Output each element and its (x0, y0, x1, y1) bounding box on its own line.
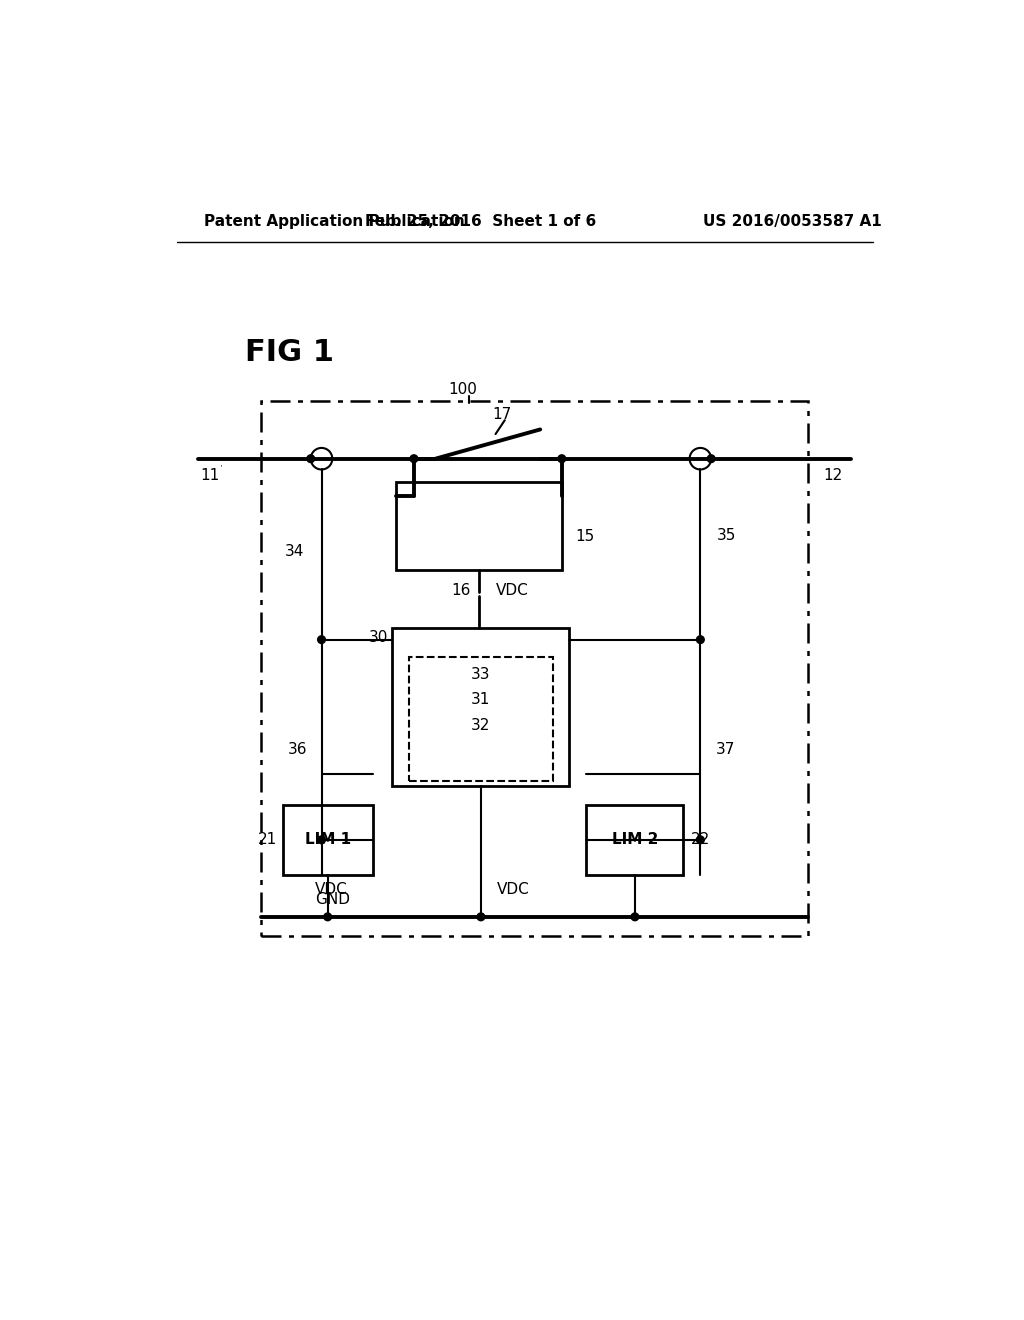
Circle shape (307, 455, 314, 462)
Text: 100: 100 (449, 381, 477, 397)
Text: FIG 1: FIG 1 (245, 338, 334, 367)
Text: 22: 22 (691, 833, 711, 847)
Text: VDC: VDC (315, 882, 348, 898)
Text: 31: 31 (471, 692, 490, 708)
Circle shape (631, 913, 639, 921)
Circle shape (708, 455, 715, 462)
Text: 32: 32 (471, 718, 490, 733)
Text: LIM 2: LIM 2 (611, 833, 658, 847)
Text: 34: 34 (286, 544, 304, 558)
Text: 17: 17 (493, 407, 511, 421)
Text: LIM 1: LIM 1 (305, 833, 351, 847)
Circle shape (317, 636, 326, 644)
Text: 36: 36 (288, 742, 307, 758)
Text: 15: 15 (575, 529, 595, 544)
Text: Feb. 25, 2016  Sheet 1 of 6: Feb. 25, 2016 Sheet 1 of 6 (366, 214, 597, 230)
Text: 37: 37 (716, 742, 735, 758)
Circle shape (696, 636, 705, 644)
Circle shape (696, 836, 705, 843)
Text: 33: 33 (471, 667, 490, 682)
Text: 12: 12 (823, 469, 843, 483)
Circle shape (324, 913, 332, 921)
Text: 21: 21 (258, 833, 276, 847)
Text: VDC: VDC (496, 583, 528, 598)
Circle shape (477, 913, 484, 921)
Bar (392, 628, 569, 785)
Bar (587, 805, 683, 875)
Text: 11: 11 (201, 469, 219, 483)
Circle shape (558, 455, 565, 462)
Text: 30: 30 (369, 630, 388, 645)
Text: Patent Application Publication: Patent Application Publication (204, 214, 465, 230)
Text: US 2016/0053587 A1: US 2016/0053587 A1 (703, 214, 882, 230)
Bar (396, 482, 562, 570)
Text: 35: 35 (717, 528, 736, 544)
Circle shape (317, 836, 326, 843)
Bar (261, 401, 808, 936)
Text: GND: GND (315, 892, 350, 907)
Text: 16: 16 (452, 583, 471, 598)
Bar (410, 657, 553, 780)
Circle shape (410, 455, 418, 462)
Bar (283, 805, 373, 875)
Text: VDC: VDC (497, 882, 529, 898)
